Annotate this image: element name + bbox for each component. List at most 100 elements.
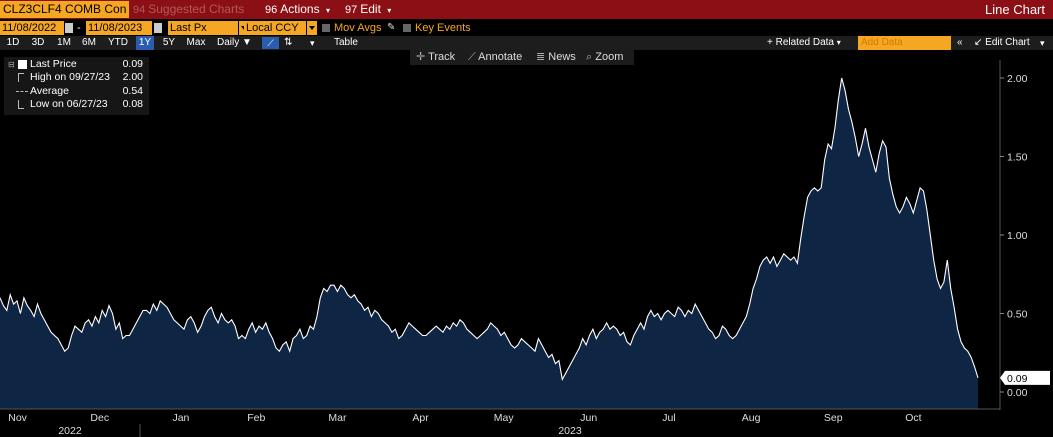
suggested-charts-button[interactable]: 94 Suggested Charts (133, 1, 244, 18)
ticker-field[interactable]: CLZ3CLF4 COMB Con (0, 1, 129, 18)
edit-label: Edit (360, 2, 381, 16)
high-marker-icon (18, 73, 24, 82)
period-1d[interactable]: 1D (6, 37, 20, 48)
low-marker-icon (18, 100, 24, 109)
edit-chart-button[interactable]: ↙ Edit Chart (974, 36, 1030, 50)
actions-menu[interactable]: 96 Actions ▾ (265, 1, 330, 18)
y-axis: 0.00 0.50 1.00 1.50 2.00 0.09 (999, 60, 1050, 410)
period-max[interactable]: Max (186, 37, 206, 48)
frequency-select[interactable]: Daily ▼ (217, 36, 252, 50)
legend-value: 0.54 (122, 85, 143, 97)
table-button[interactable]: Table (334, 37, 358, 48)
edit-chart-arrow-icon: ↙ (974, 37, 983, 48)
edit-menu[interactable]: 97 Edit ▾ (345, 1, 391, 18)
price-series-line (0, 77, 979, 382)
news-label: News (548, 51, 576, 63)
actions-dropdown-icon: ▾ (325, 6, 330, 15)
field-select[interactable]: Last Px (168, 21, 238, 35)
legend-value: 2.00 (122, 71, 143, 83)
legend-label: High on 09/27/23 (30, 71, 110, 83)
x-month-label: Oct (905, 412, 921, 424)
legend-high: High on 09/27/23 2.00 (4, 71, 149, 84)
white-square-icon (18, 60, 27, 69)
period-1m[interactable]: 1M (57, 37, 71, 48)
period-row: 1D 3D 1M 6M YTD 1Y 5Y Max Daily ▼ ⟋ ⇅ ▾ … (0, 36, 1053, 50)
x-axis: Nov Dec Jan Feb Mar Apr May Jun Jul Aug Sep Oct 2022… (0, 408, 1000, 437)
period-3d[interactable]: 3D (31, 37, 45, 48)
key-events-label[interactable]: Key Events (415, 22, 471, 34)
collapse-icon[interactable]: « (957, 37, 963, 48)
legend-collapse-icon[interactable]: ⊟ (8, 60, 15, 69)
news-icon: ≣ (536, 51, 546, 63)
last-value-label: 0.09 (1007, 373, 1028, 385)
chart-area: 0.000.501.001.502.000.09 Nov Dec Jan Feb Mar… (0, 60, 1050, 437)
mov-avgs-label[interactable]: Mov Avgs (334, 22, 382, 34)
last-value-badge (1000, 370, 1050, 385)
legend-value: 0.08 (122, 98, 143, 110)
average-line-icon (16, 91, 28, 92)
pencil-icon[interactable]: ✎ (387, 22, 396, 33)
x-month-label: Feb (247, 412, 265, 424)
x-month-label: Aug (742, 412, 761, 424)
magnifier-icon: ⌕ (586, 51, 593, 63)
related-data-button[interactable]: + Related Data ▾ (767, 36, 841, 50)
legend-low: Low on 06/27/23 0.08 (4, 98, 149, 111)
chart-settings-icon[interactable]: ⇅ (284, 37, 293, 48)
frequency-label: Daily (217, 37, 240, 48)
price-area-fill (0, 78, 978, 409)
x-month-label: Mar (328, 412, 347, 424)
y-tick-label: 0.00 (1007, 387, 1028, 399)
y-tick-label: 2.00 (1007, 73, 1028, 85)
x-month-label: Jan (172, 412, 189, 424)
start-date-input[interactable]: 11/08/2022 (0, 21, 64, 35)
suggested-charts-number: 94 (133, 4, 146, 16)
news-tool[interactable]: ≣ News (536, 50, 576, 65)
edit-number: 97 (345, 4, 358, 16)
track-label: Track (428, 51, 456, 63)
related-data-dropdown-icon: ▾ (836, 38, 841, 47)
track-tool[interactable]: ✛ Track (416, 50, 455, 65)
actions-number: 96 (265, 4, 278, 16)
annotate-label: Annotate (478, 51, 523, 63)
suggested-charts-label: Suggested Charts (148, 2, 245, 16)
legend-average: Average 0.54 (4, 85, 149, 98)
end-date-input[interactable]: 11/08/2023 (86, 21, 152, 35)
x-month-label: Apr (412, 412, 429, 424)
more-icon[interactable]: ▾ (1040, 38, 1045, 48)
calendar-icon[interactable] (65, 23, 73, 33)
add-data-input[interactable]: Add Data (858, 36, 951, 50)
zoom-tool[interactable]: ⌕ Zoom (586, 50, 623, 65)
crosshair-icon: ✛ (416, 51, 426, 63)
more-options-icon[interactable]: ▾ (310, 38, 315, 48)
chart-legend: ⊟ Last Price 0.09 High on 09/27/23 2.00 … (4, 57, 149, 115)
chart-tools: ✛ Track ⟋ Annotate ≣ News ⌕ Zoom (410, 50, 634, 65)
y-tick-label: 1.00 (1007, 230, 1028, 242)
legend-value: 0.09 (122, 58, 143, 70)
actions-label: Actions (280, 2, 320, 16)
x-year-label: 2023 (558, 425, 582, 437)
chart-type-title: Line Chart (985, 2, 1045, 17)
legend-last-price[interactable]: ⊟ Last Price 0.09 (4, 58, 149, 71)
edit-chart-label: Edit Chart (985, 37, 1030, 48)
x-month-label: Dec (90, 412, 109, 424)
top-bar: CLZ3CLF4 COMB Con 94 Suggested Charts 96 A… (0, 0, 1053, 19)
period-ytd[interactable]: YTD (108, 37, 128, 48)
period-6m[interactable]: 6M (82, 37, 96, 48)
legend-label: Last Price (30, 58, 77, 70)
period-5y[interactable]: 5Y (162, 37, 176, 48)
calendar-icon[interactable] (154, 23, 162, 33)
related-data-label: + Related Data (767, 37, 834, 48)
line-chart-type-icon[interactable]: ⟋ (262, 37, 279, 49)
period-1y[interactable]: 1Y (136, 36, 154, 50)
legend-label: Average (30, 85, 69, 97)
y-tick-label: 0.50 (1007, 309, 1028, 321)
annotate-tool[interactable]: ⟋ Annotate (468, 50, 522, 65)
currency-dropdown-icon[interactable] (306, 21, 317, 35)
x-month-label: Sep (824, 412, 843, 424)
mov-avgs-checkbox[interactable] (322, 24, 330, 32)
chart-fill-layer (0, 77, 979, 409)
zoom-label: Zoom (595, 51, 624, 63)
key-events-checkbox[interactable] (403, 24, 411, 32)
currency-select[interactable]: Local CCY (244, 21, 306, 35)
x-year-label: 2022 (58, 425, 82, 437)
